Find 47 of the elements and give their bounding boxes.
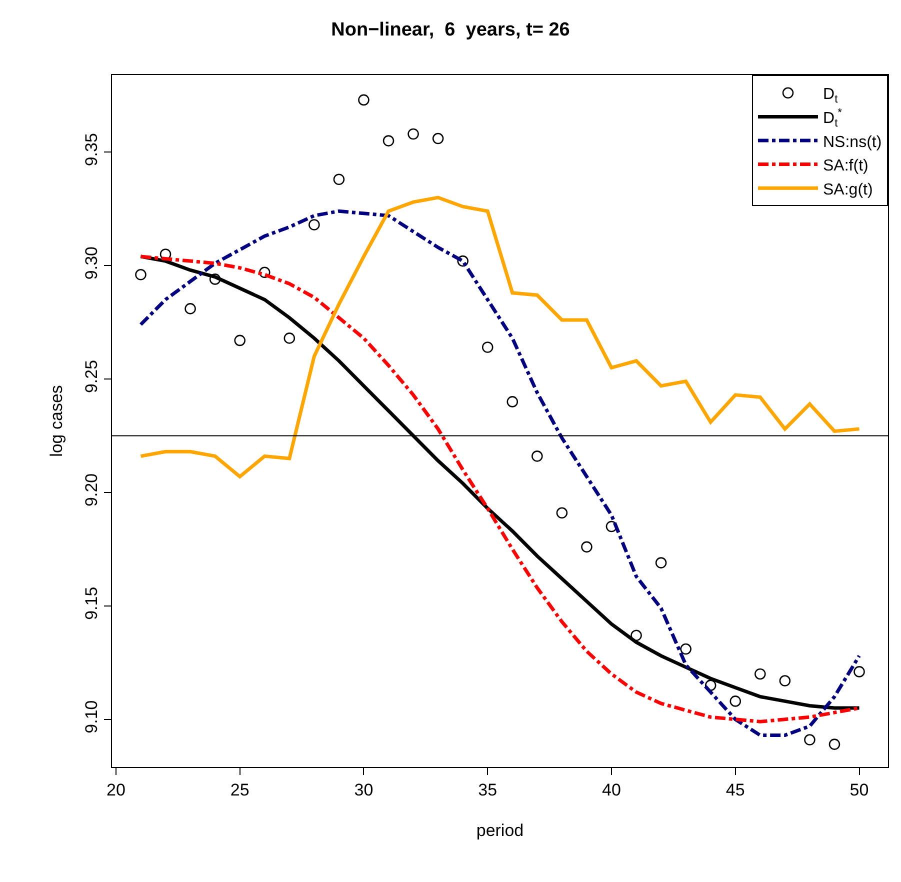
y-axis-title: log cases (46, 385, 66, 457)
x-tick-label: 25 (230, 780, 250, 800)
point (258, 266, 270, 278)
point (135, 269, 146, 280)
point (358, 94, 370, 106)
point (457, 255, 468, 267)
point (333, 174, 345, 186)
y-tick-label: 9.25 (82, 360, 102, 394)
x-tick-label: 45 (726, 780, 745, 800)
x-tick-label: 35 (478, 780, 498, 800)
x-tick-label: 40 (602, 780, 621, 800)
legend-label: D$_{t}$ (823, 86, 839, 106)
legend-label: SA:g(t) (823, 181, 873, 198)
y-tick-label: 9.15 (82, 586, 102, 620)
x-tick-label: 20 (106, 780, 126, 800)
point (779, 675, 791, 686)
x-tick-label: 30 (354, 780, 374, 800)
point (532, 450, 543, 462)
point (680, 643, 692, 655)
x-tick-label: 50 (850, 780, 869, 800)
point (308, 219, 320, 230)
point (655, 557, 667, 568)
y-tick-label: 9.20 (82, 473, 102, 506)
legend-label: SA:f(t) (823, 158, 868, 175)
point (382, 135, 394, 146)
point (209, 274, 221, 285)
point (630, 630, 642, 642)
point (234, 334, 246, 346)
point (184, 303, 196, 314)
point (730, 696, 742, 707)
point (754, 668, 766, 680)
point (854, 666, 865, 678)
point (408, 128, 419, 140)
point (506, 396, 518, 408)
point (804, 734, 816, 746)
x-axis-title: period (476, 820, 524, 840)
legend-label: NS:ns(t) (823, 134, 882, 151)
point (556, 507, 568, 519)
chart-title: Non−linear, 6 years, t= 26 (331, 19, 570, 40)
point (284, 332, 296, 344)
point (432, 132, 444, 144)
point (581, 541, 592, 553)
point (828, 738, 840, 750)
y-tick-label: 9.30 (82, 246, 102, 280)
point (482, 342, 494, 353)
y-tick-label: 9.10 (82, 700, 102, 734)
y-tick-label: 9.35 (82, 133, 102, 166)
